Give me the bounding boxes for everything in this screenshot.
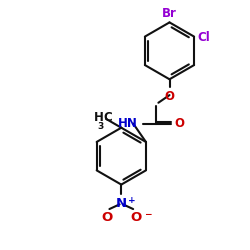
Text: +: + bbox=[128, 196, 136, 205]
Text: Cl: Cl bbox=[197, 31, 210, 44]
Text: HN: HN bbox=[118, 117, 138, 130]
Text: O: O bbox=[164, 90, 174, 103]
Text: 3: 3 bbox=[97, 122, 103, 131]
Text: O: O bbox=[174, 117, 184, 130]
Text: −: − bbox=[144, 210, 151, 219]
Text: Br: Br bbox=[162, 8, 177, 20]
Text: H: H bbox=[94, 111, 104, 124]
Text: C: C bbox=[104, 111, 112, 124]
Text: O: O bbox=[101, 211, 112, 224]
Text: N: N bbox=[116, 198, 127, 210]
Text: O: O bbox=[130, 211, 141, 224]
